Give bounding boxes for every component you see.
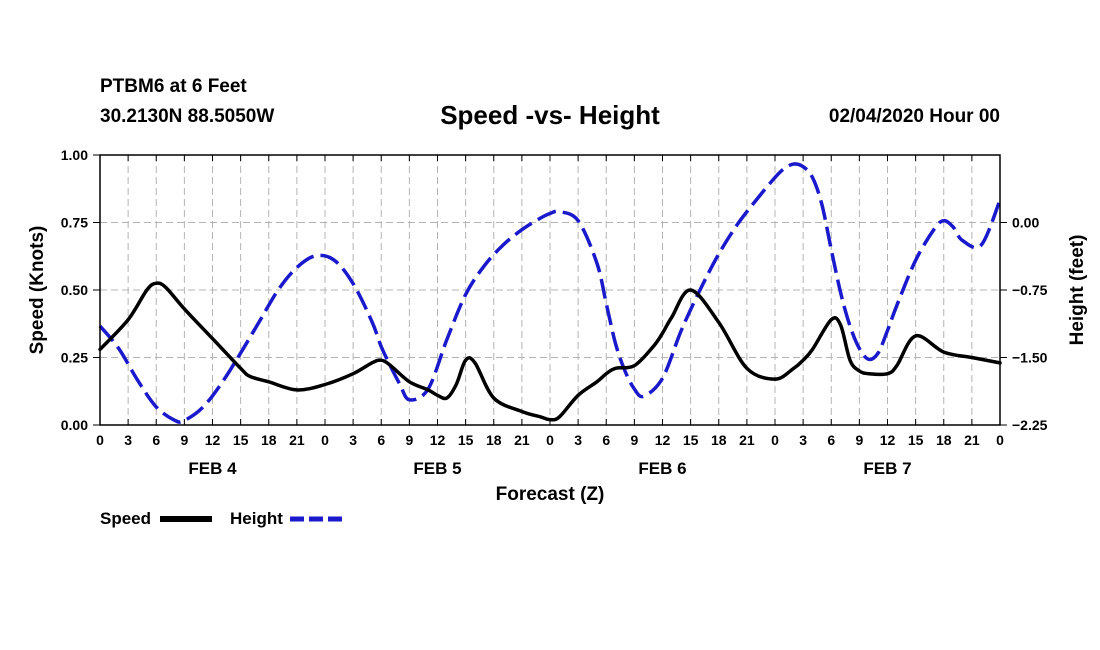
- grid-lines: [100, 155, 1000, 425]
- x-tick-label: 18: [711, 432, 727, 448]
- x-tick-label: 12: [880, 432, 896, 448]
- x-tick-label: 21: [739, 432, 755, 448]
- x-tick-label: 9: [405, 432, 413, 448]
- x-tick-label: 6: [602, 432, 610, 448]
- x-tick-label: 0: [321, 432, 329, 448]
- x-tick-label: 6: [827, 432, 835, 448]
- x-tick-label: 3: [349, 432, 357, 448]
- day-label: FEB 4: [188, 459, 237, 478]
- x-tick-label: 0: [546, 432, 554, 448]
- x-tick-label: 6: [152, 432, 160, 448]
- x-tick-label: 12: [655, 432, 671, 448]
- x-tick-label: 12: [205, 432, 221, 448]
- x-tick-label: 9: [630, 432, 638, 448]
- day-label: FEB 5: [413, 459, 461, 478]
- axis-ticks: 0 3 6 9 12 15 18 21 0 3 6 9 12 15 18 21 0 3 6 9 12 15 18 21 0 3 6 9…: [61, 147, 1048, 478]
- speed-series-line: [98, 281, 1002, 422]
- run-date: 02/04/2020 Hour 00: [828, 106, 1000, 127]
- x-tick-label: 21: [514, 432, 530, 448]
- y-tick-label: 0.25: [61, 350, 88, 366]
- x-tick-label: 18: [261, 432, 277, 448]
- x-tick-label: 9: [180, 432, 188, 448]
- x-tick-label: 18: [936, 432, 952, 448]
- y-tick-label: 0.00: [61, 417, 88, 433]
- x-tick-label: 3: [574, 432, 582, 448]
- x-tick-label: 18: [486, 432, 502, 448]
- height-series-line: [98, 162, 1002, 424]
- x-tick-label: 0: [996, 432, 1004, 448]
- day-label: FEB 6: [638, 459, 686, 478]
- x-axis-label: Forecast (Z): [496, 484, 605, 505]
- y2-axis-label: Height (feet): [1067, 235, 1088, 346]
- x-tick-label: 21: [289, 432, 305, 448]
- y-tick-label: 0.75: [61, 215, 88, 231]
- y2-tick-label: −0.75: [1012, 282, 1048, 298]
- x-tick-label: 0: [96, 432, 104, 448]
- x-tick-label: 15: [908, 432, 924, 448]
- station-coordinates: 30.2130N 88.5050W: [100, 106, 275, 127]
- day-label: FEB 7: [863, 459, 911, 478]
- y-axis-label: Speed (Knots): [27, 226, 48, 355]
- legend-speed-label: Speed: [100, 509, 152, 528]
- y2-tick-label: −2.25: [1012, 417, 1048, 433]
- y-tick-label: 0.50: [61, 282, 88, 298]
- series-lines: [98, 162, 1002, 424]
- y-tick-label: 1.00: [61, 147, 88, 163]
- x-tick-label: 12: [430, 432, 446, 448]
- x-tick-label: 0: [771, 432, 779, 448]
- x-tick-label: 3: [799, 432, 807, 448]
- chart-title: Speed -vs- Height: [440, 100, 660, 130]
- station-label: PTBM6 at 6 Feet: [100, 76, 247, 97]
- x-tick-label: 15: [233, 432, 249, 448]
- legend-height-label: Height: [230, 509, 283, 528]
- x-tick-label: 21: [964, 432, 980, 448]
- x-tick-label: 15: [458, 432, 474, 448]
- y2-tick-label: −1.50: [1012, 350, 1048, 366]
- x-tick-label: 3: [124, 432, 132, 448]
- x-tick-label: 15: [683, 432, 699, 448]
- x-tick-label: 6: [377, 432, 385, 448]
- x-tick-label: 9: [855, 432, 863, 448]
- y2-tick-label: 0.00: [1012, 215, 1039, 231]
